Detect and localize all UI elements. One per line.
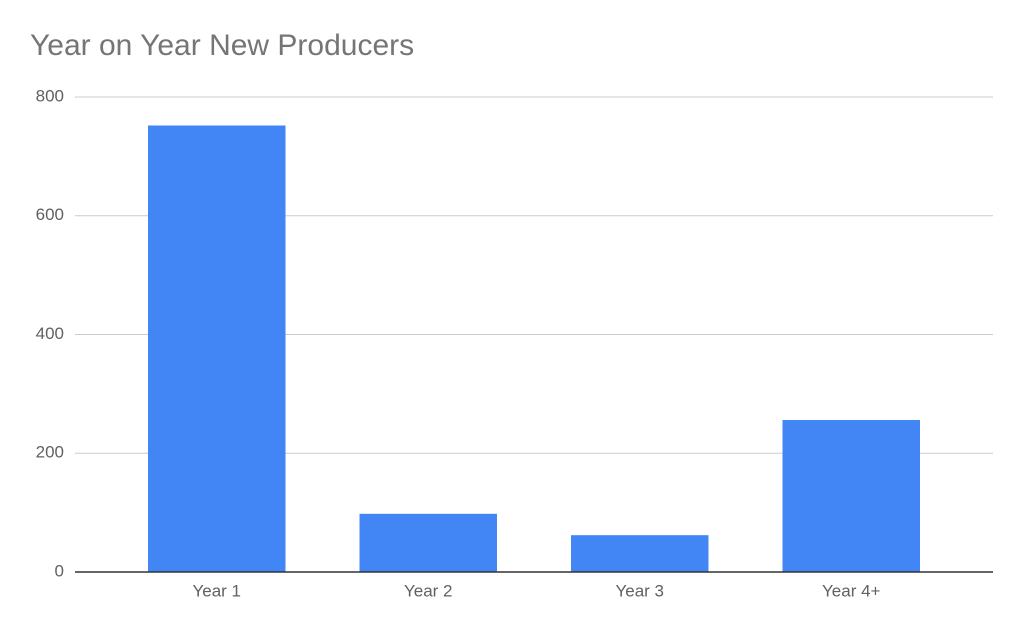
chart-title: Year on Year New Producers — [30, 29, 414, 62]
y-tick-label: 200 — [36, 443, 64, 462]
bar — [359, 513, 497, 572]
y-tick-label: 600 — [36, 205, 64, 224]
y-tick-label: 400 — [36, 324, 64, 343]
bar — [782, 420, 920, 572]
bar — [571, 535, 709, 572]
x-tick-label: Year 3 — [615, 581, 664, 600]
y-tick-label: 800 — [36, 86, 64, 105]
x-tick-label: Year 4+ — [822, 581, 881, 600]
bar — [148, 125, 286, 572]
y-tick-label: 0 — [55, 561, 64, 580]
x-tick-label: Year 1 — [192, 581, 241, 600]
x-tick-label: Year 2 — [404, 581, 453, 600]
